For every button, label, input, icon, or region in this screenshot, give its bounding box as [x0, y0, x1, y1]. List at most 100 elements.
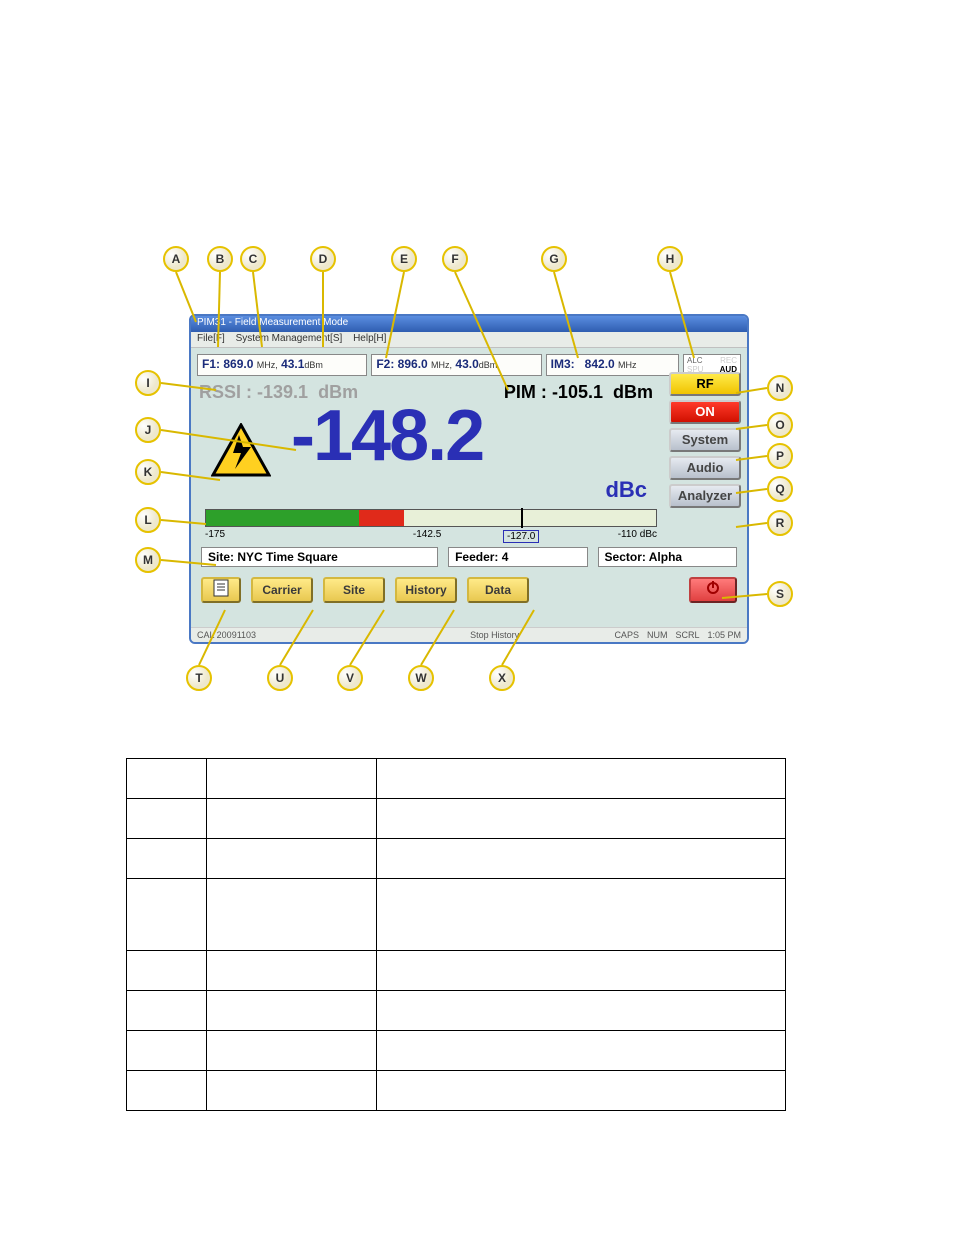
audio-button[interactable]: Audio [669, 456, 741, 480]
callout-h: H [657, 246, 683, 272]
im-unit: MHz [618, 360, 637, 370]
callout-m: M [135, 547, 161, 573]
table-cell [207, 839, 377, 879]
callout-d: D [310, 246, 336, 272]
table-cell [127, 991, 207, 1031]
table-cell [377, 759, 786, 799]
table-cell [377, 1031, 786, 1071]
reference-table [126, 758, 786, 1111]
callout-g: G [541, 246, 567, 272]
callout-q: Q [767, 476, 793, 502]
feeder-value: 4 [502, 550, 509, 564]
dbc-unit: dBc [605, 477, 647, 503]
pim-readout: PIM : -105.1 dBm [504, 382, 653, 403]
bar-min: -175 [205, 529, 225, 540]
rf-button[interactable]: RF [669, 372, 741, 396]
pim-label: PIM : [504, 382, 547, 402]
callout-u: U [267, 665, 293, 691]
table-cell [377, 839, 786, 879]
frequency-row: F1: 869.0 MHz, 43.1dBm F2: 896.0 MHz, 43… [191, 348, 747, 380]
history-button[interactable]: History [395, 577, 457, 603]
callout-w: W [408, 665, 434, 691]
f2-value: 896.0 [398, 357, 428, 371]
callout-e: E [391, 246, 417, 272]
site-value: NYC Time Square [237, 550, 337, 564]
table-cell [207, 991, 377, 1031]
table-cell [207, 879, 377, 951]
app-window: PIM31 - Field Measurement Mode File[F] S… [189, 314, 749, 644]
sector-label: Sector: [605, 550, 646, 564]
rec-indicator: REC [720, 356, 737, 365]
menu-file[interactable]: File[F] [197, 333, 225, 344]
bar-mid: -142.5 [413, 529, 441, 540]
callout-k: K [135, 459, 161, 485]
table-cell [127, 799, 207, 839]
power-icon [705, 579, 721, 595]
bar-green-segment [206, 510, 359, 526]
f1-value: 869.0 [223, 357, 253, 371]
callout-p: P [767, 443, 793, 469]
main-db-value: -148.2 [291, 395, 483, 477]
bar-pointer-value: -127.0 [503, 530, 539, 543]
f2-power: 43.0 [455, 357, 478, 371]
table-row [127, 759, 786, 799]
f1-unit-dbm: dBm [304, 360, 323, 370]
power-button[interactable] [689, 577, 737, 603]
table-row [127, 1031, 786, 1071]
menubar[interactable]: File[F] System Management[S] Help[H] [191, 332, 747, 348]
table-row [127, 839, 786, 879]
menu-system[interactable]: System Management[S] [236, 333, 343, 344]
table-cell [377, 991, 786, 1031]
analyzer-button[interactable]: Analyzer [669, 484, 741, 508]
table-row [127, 799, 786, 839]
table-cell [127, 1031, 207, 1071]
sector-field[interactable]: Sector: Alpha [598, 547, 737, 567]
table-cell [207, 1071, 377, 1111]
table-cell [207, 799, 377, 839]
table-cell [127, 951, 207, 991]
f2-label: F2: [376, 357, 394, 371]
table-row [127, 991, 786, 1031]
table-cell [377, 1071, 786, 1111]
site-button[interactable]: Site [323, 577, 385, 603]
sector-value: Alpha [649, 550, 682, 564]
callout-s: S [767, 581, 793, 607]
document-icon [213, 579, 229, 597]
pim-value: -105.1 [552, 382, 603, 402]
f2-box[interactable]: F2: 896.0 MHz, 43.0dBm [371, 354, 541, 376]
level-bar: -127.0 [205, 509, 657, 527]
rssi-label: RSSI : [199, 382, 252, 402]
table-cell [207, 951, 377, 991]
table-cell [127, 879, 207, 951]
on-button[interactable]: ON [669, 400, 741, 424]
data-button[interactable]: Data [467, 577, 529, 603]
status-time: 1:05 PM [707, 630, 741, 640]
table-cell [127, 839, 207, 879]
callout-i: I [135, 370, 161, 396]
table-cell [377, 951, 786, 991]
status-scrl: SCRL [675, 630, 699, 640]
callout-a: A [163, 246, 189, 272]
callout-o: O [767, 412, 793, 438]
system-button[interactable]: System [669, 428, 741, 452]
table-cell [207, 759, 377, 799]
main-display: -148.2 dBc [191, 405, 747, 505]
callout-f: F [442, 246, 468, 272]
table-cell [127, 1071, 207, 1111]
carrier-button[interactable]: Carrier [251, 577, 313, 603]
bottom-button-row: Carrier Site History Data [191, 571, 747, 609]
f1-power: 43.1 [281, 357, 304, 371]
im-box[interactable]: IM3: 842.0 MHz [546, 354, 679, 376]
feeder-field[interactable]: Feeder: 4 [448, 547, 587, 567]
feeder-label: Feeder: [455, 550, 498, 564]
f1-unit-mhz: MHz, [257, 360, 278, 370]
table-row [127, 879, 786, 951]
status-caps: CAPS [614, 630, 639, 640]
f1-box[interactable]: F1: 869.0 MHz, 43.1dBm [197, 354, 367, 376]
window-titlebar: PIM31 - Field Measurement Mode [191, 316, 747, 332]
im-label: IM3: [551, 357, 575, 371]
callout-n: N [767, 375, 793, 401]
notes-button[interactable] [201, 577, 241, 603]
site-field[interactable]: Site: NYC Time Square [201, 547, 438, 567]
menu-help[interactable]: Help[H] [353, 333, 386, 344]
